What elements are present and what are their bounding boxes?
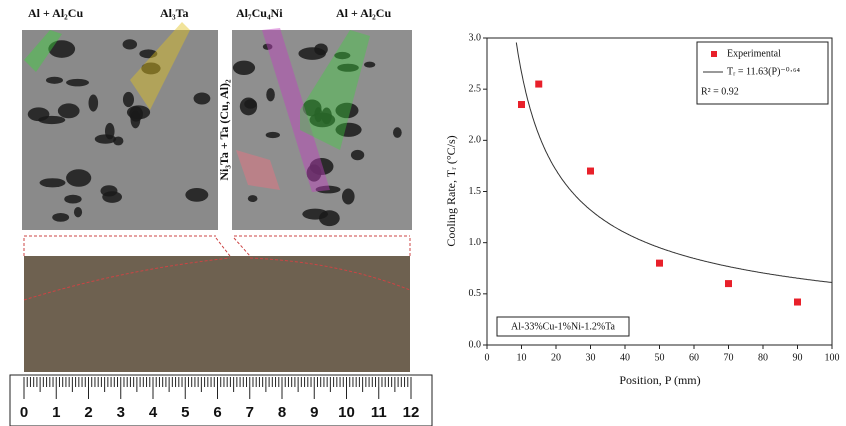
ruler-label: 9 [310,404,318,421]
phase [131,110,141,128]
x-tick-label: 100 [825,352,840,363]
ruler-label: 11 [371,404,387,421]
x-tick-label: 10 [517,352,527,363]
phase [28,107,50,121]
phase-label: Al₇Cu₄Ni [236,6,283,20]
x-tick-label: 30 [586,352,596,363]
phase [298,47,325,60]
point [535,81,542,88]
phase [58,103,80,118]
ruler-label: 8 [278,404,286,421]
ruler-label: 6 [213,404,221,421]
x-axis-label: Position, P (mm) [619,373,700,387]
phase [319,210,340,226]
ruler-label: 0 [20,404,28,421]
phase [240,97,257,115]
point [794,299,801,306]
annotation: Al-33%Cu-1%Ni-1.2%Ta [511,321,616,332]
phase [102,191,122,203]
point [587,168,594,175]
phase [123,92,134,107]
y-axis-label: Cooling Rate, Tᵣ (°C/s) [444,135,458,246]
phase [185,188,208,202]
y-tick-label: 2.5 [469,83,482,94]
phase [266,132,280,138]
macro-image [24,256,410,372]
x-tick-label: 60 [689,352,699,363]
r2-label: R² = 0.92 [701,86,739,97]
phase [66,169,91,187]
y-tick-label: 1.5 [469,186,482,197]
phase [40,178,66,187]
figure: Al + Al₂Cu Al₃Ta Al₇Cu₄Ni Al + Al₂Cu Ni₃… [0,0,846,426]
legend-marker [711,51,717,57]
guide [234,238,250,256]
x-tick-label: 50 [655,352,665,363]
legend-label: Experimental [727,48,781,59]
phase [74,207,82,217]
ruler-label: 3 [117,404,125,421]
phase-label: Al + Al₂Cu [28,6,83,20]
ruler-label: 4 [149,404,158,421]
ruler-label: 10 [338,404,355,421]
phase [64,195,81,204]
y-tick-label: 2.0 [469,135,482,146]
ruler-label: 12 [403,404,420,421]
ruler-label: 2 [84,404,92,421]
phase [123,39,137,49]
phase [89,94,99,111]
ruler-label: 1 [52,404,60,421]
phase [95,134,116,143]
ruler-label: 5 [181,404,189,421]
phase [393,127,402,138]
phase-label: Al + Al₂Cu [336,6,391,20]
phase-label: Al₃Ta [160,6,189,20]
x-tick-label: 90 [793,352,803,363]
point [725,280,732,287]
x-tick-label: 40 [620,352,630,363]
y-tick-label: 1.0 [469,237,482,248]
phase-label: Ni₃Ta + Ta (Cu, Al)₂ [217,79,231,181]
phase [52,213,69,222]
x-tick-label: 20 [551,352,561,363]
y-tick-label: 0.0 [469,339,482,350]
phase [364,62,375,68]
phase [46,77,63,84]
phase [266,88,275,101]
legend-label: Tᵣ = 11.63(P)⁻⁰·⁶⁴ [727,66,800,77]
phase [233,61,255,75]
phase [248,195,258,202]
y-tick-label: 0.5 [469,288,482,299]
phase [342,189,355,205]
phase [351,150,364,160]
guide [216,238,230,256]
y-tick-label: 3.0 [469,32,482,43]
x-tick-label: 0 [485,352,490,363]
phase [66,79,89,87]
x-tick-label: 80 [758,352,768,363]
phase [194,93,211,105]
point [656,260,663,267]
ruler-label: 7 [246,404,254,421]
point [518,101,525,108]
x-tick-label: 70 [724,352,734,363]
